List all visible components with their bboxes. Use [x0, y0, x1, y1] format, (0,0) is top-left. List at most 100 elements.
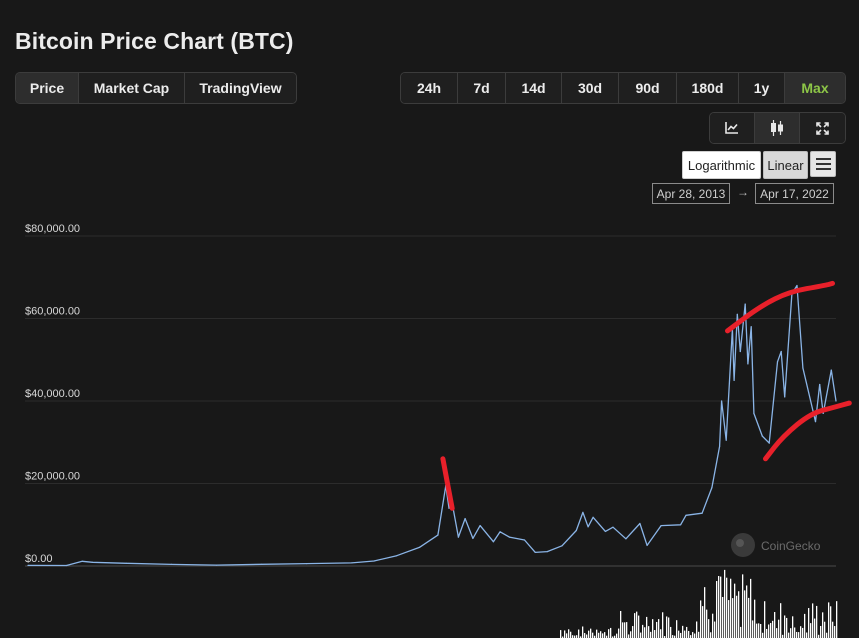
tab-price[interactable]: Price: [16, 73, 79, 103]
watermark-text: CoinGecko: [761, 539, 821, 553]
volume-bar: [808, 608, 810, 638]
price-point: [835, 400, 837, 402]
range-14d[interactable]: 14d: [506, 73, 562, 103]
price-point: [92, 561, 94, 563]
volume-bar: [794, 627, 796, 638]
volume-bar: [716, 581, 718, 638]
volume-bar: [790, 628, 792, 638]
price-point: [534, 551, 536, 554]
volume-bar: [734, 583, 736, 638]
chart-menu-icon[interactable]: [810, 151, 836, 177]
volume-bar: [668, 617, 670, 638]
volume-bar: [594, 635, 596, 638]
tab-market-cap[interactable]: Market Cap: [79, 73, 185, 103]
volume-bar: [652, 619, 654, 638]
logarithmic-scale-button[interactable]: Logarithmic: [682, 151, 761, 179]
volume-bar: [580, 636, 582, 638]
volume-bar: [640, 632, 642, 638]
volume-bar: [708, 619, 710, 638]
price-point: [784, 396, 786, 398]
price-point: [448, 507, 450, 509]
volume-bar: [620, 610, 622, 638]
price-point: [719, 445, 721, 447]
price-point: [170, 563, 173, 566]
date-from-input[interactable]: Apr 28, 2013: [652, 183, 730, 204]
volume-bar: [622, 622, 624, 638]
price-point: [721, 400, 723, 402]
range-tabs: 24h 7d 14d 30d 90d 180d 1y Max: [400, 72, 846, 104]
price-point: [457, 536, 459, 538]
price-point: [646, 544, 648, 547]
view-tabs: Price Market Cap TradingView: [15, 72, 297, 104]
range-max[interactable]: Max: [785, 73, 845, 103]
volume-bar: [586, 634, 588, 638]
volume-bar: [720, 576, 722, 638]
volume-bar: [778, 619, 780, 638]
range-24h[interactable]: 24h: [401, 73, 458, 103]
volume-bar: [570, 631, 572, 638]
volume-bar: [632, 626, 634, 638]
volume-bar: [602, 633, 604, 638]
volume-bar: [614, 635, 616, 638]
price-point: [747, 363, 749, 365]
range-90d[interactable]: 90d: [619, 73, 677, 103]
volume-bar: [648, 626, 650, 638]
volume-bar: [624, 622, 626, 638]
volume-bar: [818, 634, 820, 638]
price-point: [81, 560, 83, 562]
volume-bar: [834, 626, 836, 638]
price-point: [396, 555, 398, 557]
volume-bar: [606, 635, 608, 638]
range-7d[interactable]: 7d: [458, 73, 506, 103]
volume-bar: [760, 623, 762, 638]
volume-bar: [678, 630, 680, 638]
volume-bar: [702, 606, 704, 638]
volume-bar: [726, 577, 728, 638]
volume-bar: [690, 635, 692, 638]
volume-bar: [584, 633, 586, 638]
volume-bar: [588, 630, 590, 638]
volume-bar: [728, 600, 730, 638]
volume-bar: [800, 626, 802, 638]
tab-tradingview[interactable]: TradingView: [185, 73, 296, 103]
volume-bar: [626, 622, 628, 638]
volume-bar: [646, 616, 648, 638]
price-point: [65, 564, 68, 567]
date-to-input[interactable]: Apr 17, 2022: [755, 183, 834, 204]
price-point: [701, 512, 703, 514]
volume-bar: [596, 629, 598, 638]
range-1y[interactable]: 1y: [739, 73, 785, 103]
volume-bar: [806, 632, 808, 638]
volume-bar: [780, 603, 782, 638]
volume-bar: [662, 612, 664, 638]
fullscreen-icon[interactable]: [800, 113, 845, 143]
volume-bar: [798, 632, 800, 638]
price-point: [523, 539, 526, 541]
y-tick-label: $20,000.00: [25, 471, 80, 483]
price-point: [796, 284, 798, 287]
price-point: [761, 435, 763, 437]
price-point: [561, 545, 563, 547]
price-point: [822, 412, 824, 414]
volume-bar: [824, 621, 826, 638]
price-point: [660, 525, 662, 527]
volume-bar: [694, 633, 696, 638]
range-30d[interactable]: 30d: [562, 73, 619, 103]
volume-bar: [582, 626, 584, 638]
volume-bar: [792, 616, 794, 638]
volume-bar: [592, 632, 594, 638]
volume-bar: [682, 625, 684, 638]
price-point: [373, 560, 375, 562]
volume-bar: [776, 628, 778, 638]
volume-bar: [826, 632, 828, 638]
volume-bar: [786, 617, 788, 638]
volume-bar: [812, 603, 814, 638]
range-180d[interactable]: 180d: [677, 73, 739, 103]
volume-bar: [772, 620, 774, 638]
volume-bar: [660, 629, 662, 638]
line-chart-icon[interactable]: [710, 113, 755, 143]
linear-scale-button[interactable]: Linear: [763, 151, 808, 179]
candlestick-icon[interactable]: [755, 113, 800, 143]
volume-bar: [644, 627, 646, 638]
